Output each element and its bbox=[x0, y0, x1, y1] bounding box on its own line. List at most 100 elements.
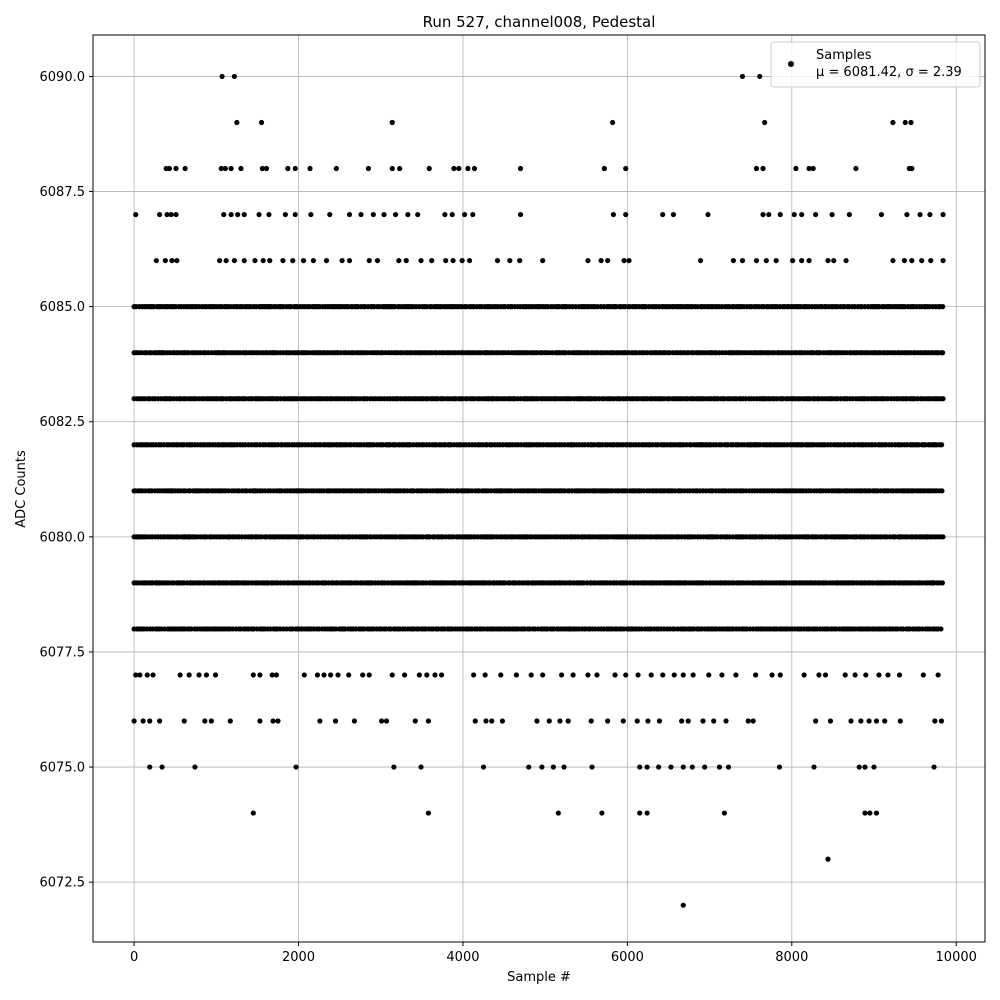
y-tick-label: 6082.5 bbox=[40, 415, 86, 430]
data-point bbox=[831, 257, 837, 264]
data-point bbox=[719, 672, 725, 678]
data-point bbox=[793, 165, 799, 172]
data-point bbox=[144, 672, 150, 678]
data-point bbox=[842, 672, 848, 678]
data-point bbox=[228, 211, 234, 218]
data-point bbox=[327, 672, 334, 678]
data-point bbox=[459, 257, 465, 264]
data-point bbox=[273, 672, 279, 678]
data-point bbox=[137, 672, 143, 678]
data-point bbox=[813, 211, 819, 218]
data-point bbox=[876, 672, 882, 678]
data-point bbox=[280, 257, 286, 264]
data-point bbox=[173, 211, 179, 218]
data-point bbox=[862, 810, 868, 816]
data-point bbox=[539, 764, 545, 770]
data-point bbox=[867, 810, 873, 816]
data-point bbox=[711, 718, 717, 724]
data-point bbox=[750, 718, 756, 724]
data-point bbox=[250, 672, 256, 678]
data-point bbox=[389, 672, 395, 678]
legend-label: Samples bbox=[816, 48, 872, 63]
data-point bbox=[150, 672, 156, 678]
data-point bbox=[634, 718, 640, 724]
data-point bbox=[314, 672, 321, 678]
data-point bbox=[902, 119, 908, 126]
data-point bbox=[442, 211, 448, 218]
data-point bbox=[186, 672, 192, 678]
data-point bbox=[932, 718, 938, 724]
data-point bbox=[159, 764, 165, 770]
data-point bbox=[263, 165, 270, 172]
data-point bbox=[829, 211, 835, 218]
data-point bbox=[858, 718, 864, 724]
data-point bbox=[609, 119, 616, 126]
data-point bbox=[739, 257, 746, 264]
data-point bbox=[203, 672, 210, 678]
data-point bbox=[292, 211, 298, 218]
data-point bbox=[366, 257, 372, 264]
legend-stats: μ = 6081.42, σ = 2.39 bbox=[816, 65, 962, 80]
data-point bbox=[721, 810, 727, 816]
data-point bbox=[418, 764, 424, 770]
data-point bbox=[228, 165, 234, 172]
data-point bbox=[418, 257, 424, 264]
legend-box bbox=[770, 41, 981, 88]
data-point bbox=[825, 257, 831, 264]
data-point bbox=[307, 165, 313, 172]
data-point bbox=[269, 672, 275, 678]
data-point bbox=[766, 211, 772, 218]
data-point bbox=[218, 165, 224, 172]
data-point bbox=[863, 672, 869, 678]
data-point bbox=[904, 211, 910, 218]
data-point bbox=[257, 718, 263, 724]
data-point bbox=[540, 257, 546, 264]
data-point bbox=[389, 165, 395, 172]
data-point bbox=[534, 718, 540, 724]
data-point bbox=[327, 211, 333, 218]
y-tick-label: 6087.5 bbox=[40, 185, 86, 200]
data-point bbox=[762, 119, 768, 126]
data-point bbox=[626, 257, 632, 264]
data-point bbox=[173, 165, 179, 172]
data-point bbox=[813, 718, 819, 724]
data-point bbox=[637, 810, 643, 816]
data-point bbox=[777, 672, 783, 678]
data-point bbox=[517, 257, 523, 264]
data-point bbox=[550, 764, 556, 770]
data-point bbox=[843, 257, 849, 264]
data-point bbox=[168, 211, 174, 218]
data-point bbox=[585, 257, 591, 264]
data-point bbox=[235, 211, 241, 218]
data-point bbox=[403, 257, 409, 264]
data-point bbox=[451, 165, 457, 172]
data-point bbox=[147, 718, 153, 724]
data-point bbox=[219, 73, 225, 80]
data-point bbox=[644, 810, 650, 816]
data-point bbox=[234, 119, 240, 126]
data-point bbox=[705, 211, 711, 218]
data-point bbox=[733, 672, 739, 678]
data-point bbox=[648, 672, 654, 678]
data-point bbox=[383, 718, 390, 724]
data-point bbox=[745, 718, 751, 724]
y-tick-label: 6072.5 bbox=[40, 876, 86, 891]
data-point bbox=[308, 211, 314, 218]
data-point bbox=[940, 257, 946, 264]
data-point bbox=[811, 764, 817, 770]
data-point bbox=[517, 165, 524, 172]
data-point bbox=[480, 764, 487, 770]
x-tick-label: 2000 bbox=[282, 950, 315, 965]
data-point bbox=[827, 718, 834, 724]
data-point bbox=[637, 764, 643, 770]
data-point bbox=[449, 211, 455, 218]
data-point bbox=[250, 810, 256, 816]
data-point bbox=[635, 672, 641, 678]
data-point bbox=[685, 718, 691, 724]
data-point bbox=[221, 211, 227, 218]
data-point bbox=[620, 718, 626, 724]
data-point bbox=[890, 257, 896, 264]
data-point bbox=[816, 672, 822, 678]
data-point bbox=[656, 718, 663, 724]
